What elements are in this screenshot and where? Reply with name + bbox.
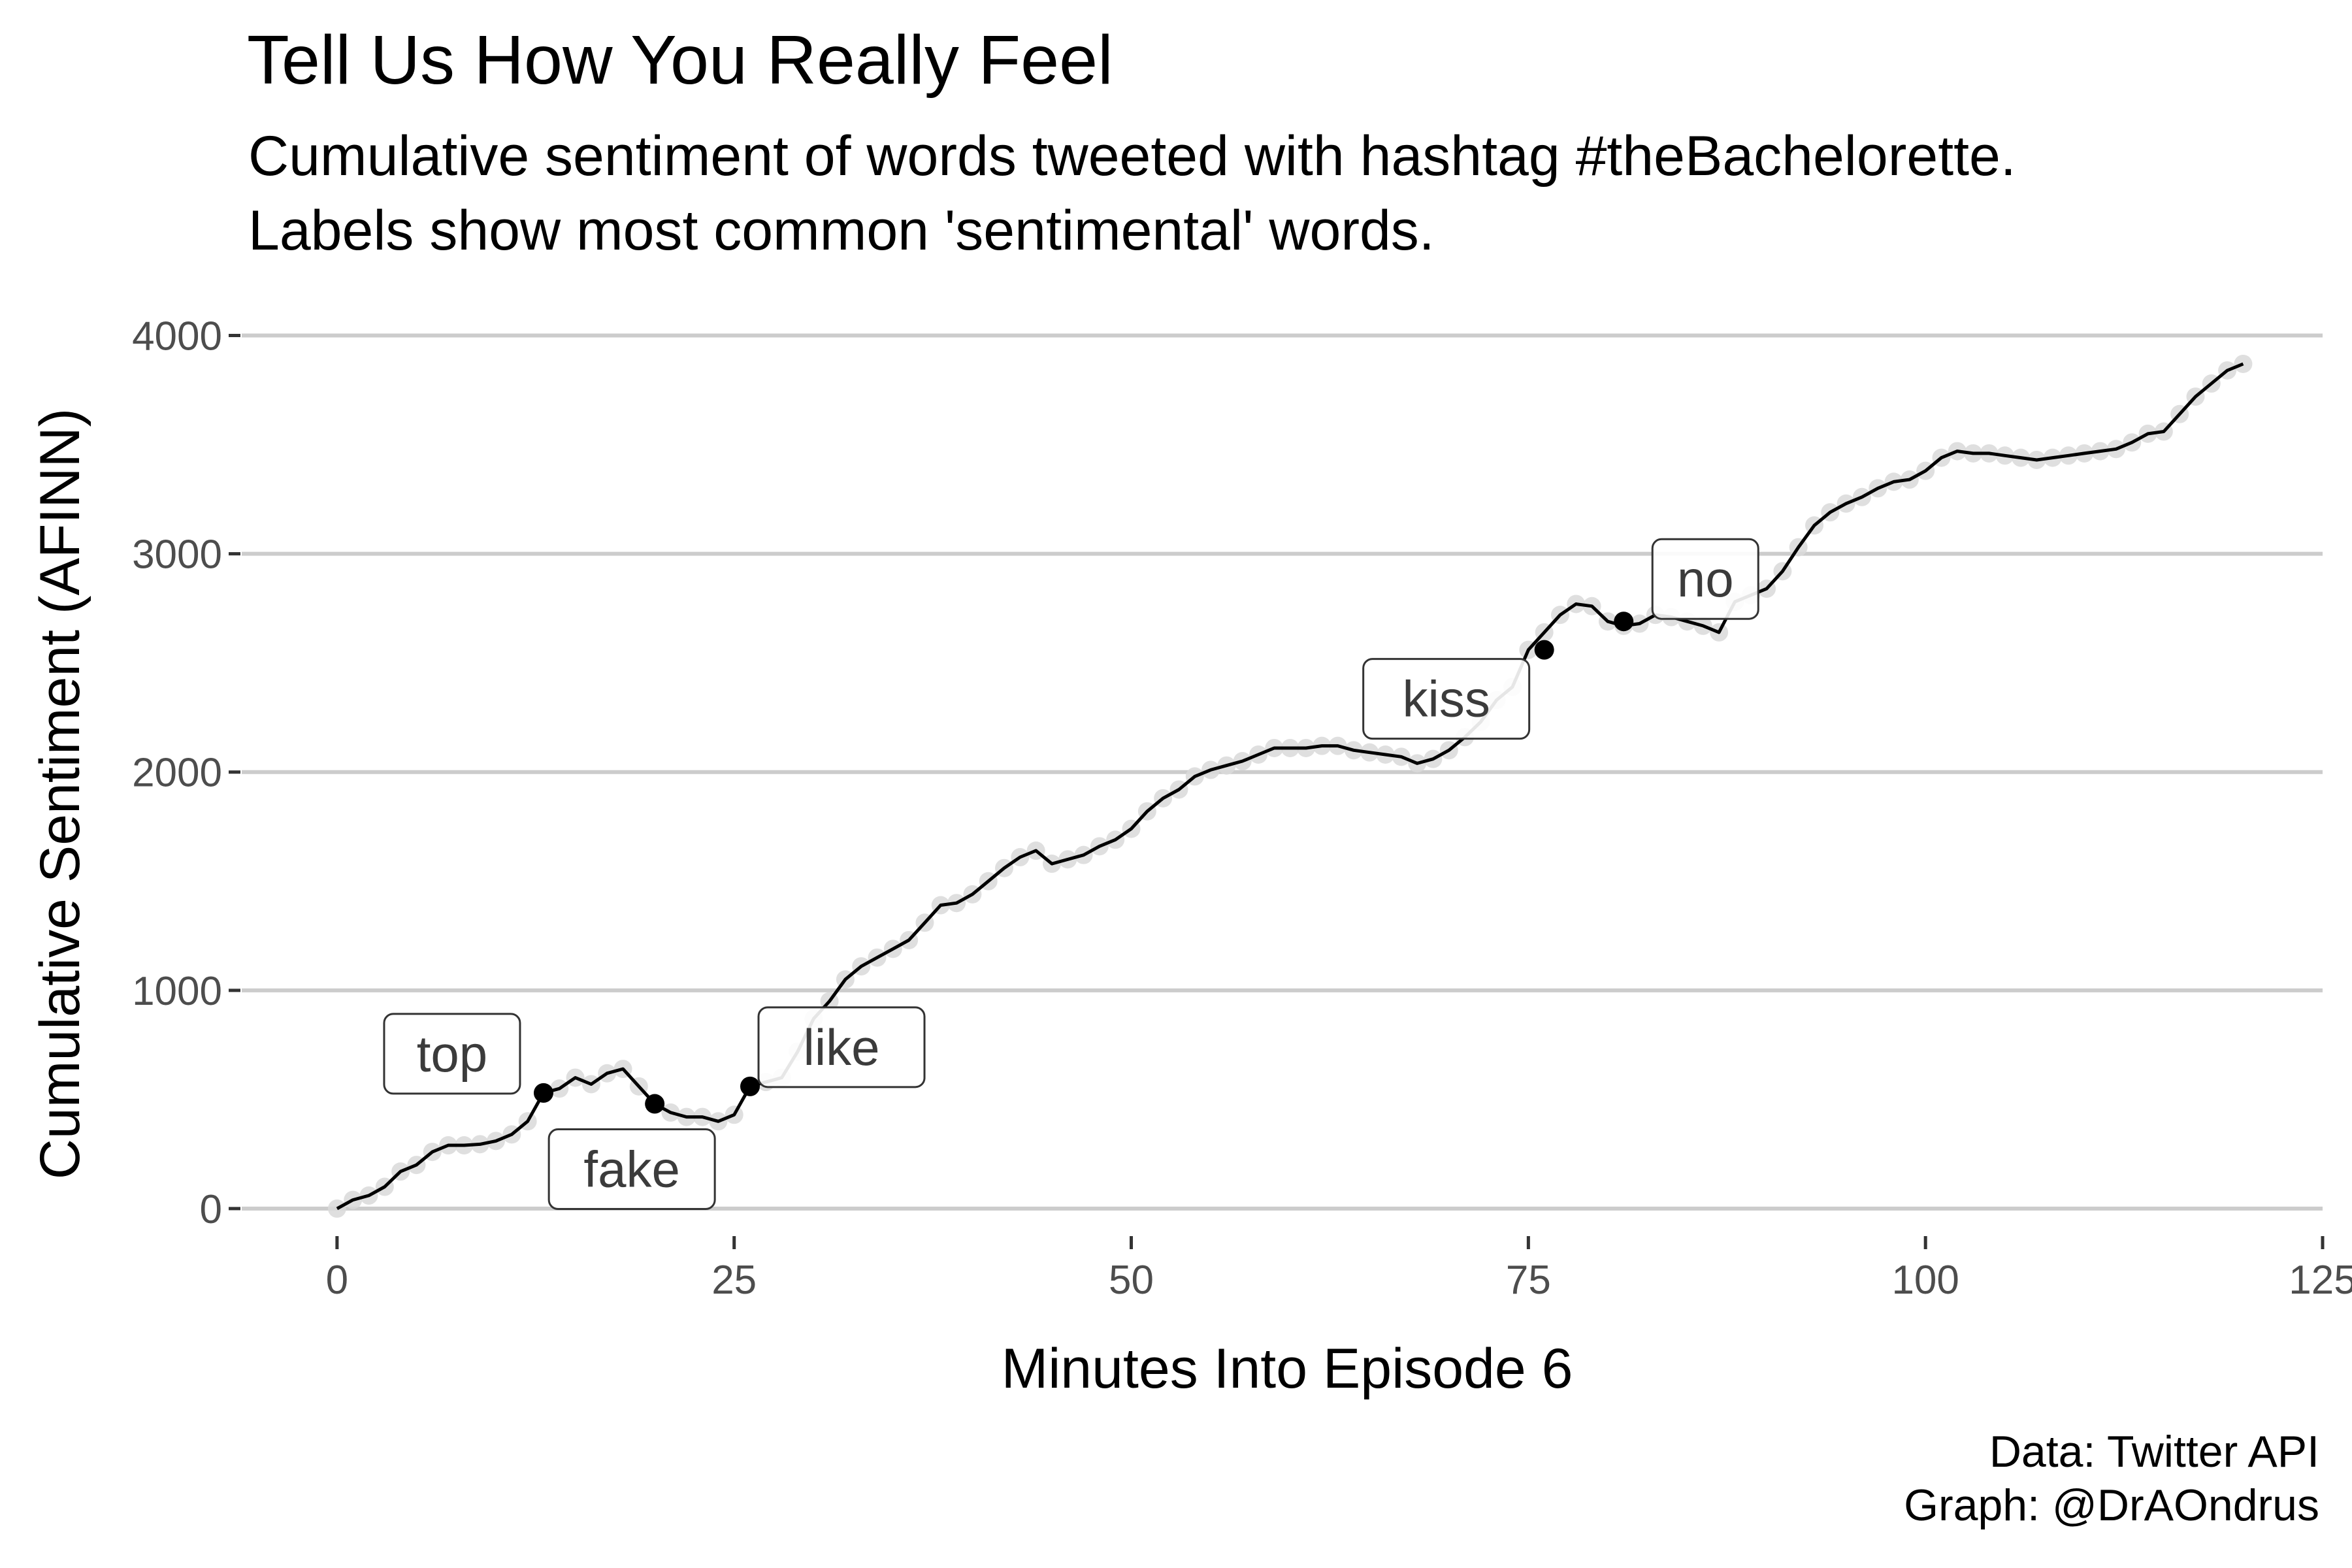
data-point-halos (327, 354, 2253, 1218)
y-axis: 0 1000 2000 3000 4000 (132, 314, 240, 1232)
labeled-point-kiss (1534, 640, 1554, 660)
data-point-halo (2234, 354, 2253, 373)
labeled-point-fake (645, 1094, 665, 1114)
label-text-kiss: kiss (1402, 670, 1490, 728)
y-tick-label: 1000 (132, 969, 222, 1014)
y-axis-label: Cumulative Sentiment (AFINN) (29, 408, 91, 1180)
chart-subtitle-line-1: Cumulative sentiment of words tweeted wi… (248, 125, 2016, 188)
label-box-top (383, 1013, 521, 1095)
caption-data-source: Data: Twitter API (1989, 1427, 2319, 1477)
x-tick-label: 75 (1506, 1258, 1551, 1303)
labeled-point-like (740, 1076, 760, 1096)
x-tick-label: 25 (711, 1258, 757, 1303)
grid-lines (242, 333, 2323, 1211)
chart-subtitle-line-2: Labels show most common 'sentimental' wo… (248, 199, 1435, 262)
label-text-fake: fake (583, 1141, 679, 1198)
y-tick-label: 3000 (132, 532, 222, 578)
word-labels: top fake like kiss no (383, 538, 1759, 1211)
caption-graph-credit: Graph: @DrAOndrus (1904, 1480, 2319, 1530)
label-box-no (1651, 538, 1759, 620)
labeled-point-no (1614, 612, 1634, 632)
x-tick-label: 100 (1891, 1258, 1959, 1303)
x-tick-label: 50 (1109, 1258, 1154, 1303)
label-box-like (757, 1006, 926, 1088)
y-tick-label: 0 (200, 1187, 222, 1232)
x-tick-label: 0 (326, 1258, 348, 1303)
y-tick-label: 2000 (132, 751, 222, 796)
x-tick-label: 125 (2289, 1258, 2352, 1303)
y-tick-label: 4000 (132, 314, 222, 359)
label-text-no: no (1677, 550, 1734, 608)
label-text-like: like (803, 1019, 879, 1076)
labeled-point-top (533, 1083, 553, 1103)
x-axis: 0 25 50 75 100 125 (326, 1236, 2352, 1303)
series-line (336, 362, 2244, 1211)
x-axis-label: Minutes Into Episode 6 (1001, 1337, 1573, 1400)
label-box-fake (547, 1128, 716, 1211)
label-box-kiss (1362, 658, 1531, 740)
chart-title: Tell Us How You Really Feel (247, 22, 1113, 99)
label-text-top: top (417, 1025, 487, 1083)
data-point-halo (327, 1199, 346, 1218)
